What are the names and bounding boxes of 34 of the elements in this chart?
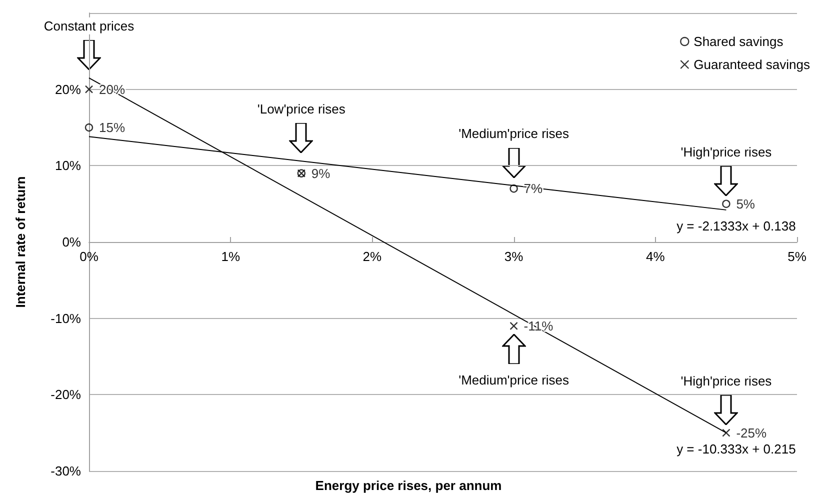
annotation: 'Medium'price rises	[458, 126, 570, 142]
x-tick-label: 5%	[788, 249, 807, 264]
point	[722, 200, 730, 208]
y-tick-label: -20%	[50, 387, 82, 402]
point	[84, 85, 94, 94]
annotation: y = -2.1333x + 0.138	[676, 218, 796, 234]
point	[510, 322, 518, 330]
x-tick-label: 2%	[362, 249, 382, 264]
y-tick-label: 0%	[62, 234, 82, 250]
x-tick-label: 1%	[221, 249, 240, 264]
point	[84, 123, 94, 132]
y-axis-title: Internal rate of return	[13, 176, 28, 308]
y-tick-label: -30%	[50, 464, 82, 478]
x-axis-title: Energy price rises, per annum	[315, 478, 502, 493]
data-label: 15%	[99, 120, 126, 135]
annotation: 'Medium'price rises	[458, 372, 570, 388]
point	[722, 428, 730, 437]
x-tick-label: 4%	[646, 249, 666, 264]
annotation: 'High'price rises	[680, 144, 772, 160]
legend-label: Shared savings	[694, 34, 784, 49]
y-tick-label: -10%	[50, 310, 82, 326]
x-tick-label: 0%	[80, 249, 99, 264]
annotation: y = -10.333x + 0.215	[676, 441, 796, 456]
data-label: 5%	[736, 196, 756, 212]
y-tick-label: 10%	[54, 158, 82, 174]
point	[510, 184, 518, 193]
data-label: 9%	[311, 166, 331, 181]
annotation: 'High'price rises	[680, 373, 772, 388]
annotation: Constant prices	[44, 18, 135, 34]
annotation: 'Low'price rises	[257, 102, 346, 117]
data-label: -25%	[736, 425, 767, 440]
x-tick-label: 3%	[504, 249, 524, 264]
y-tick-label: 20%	[54, 82, 82, 97]
legend-label: Guaranteed savings	[694, 57, 810, 72]
